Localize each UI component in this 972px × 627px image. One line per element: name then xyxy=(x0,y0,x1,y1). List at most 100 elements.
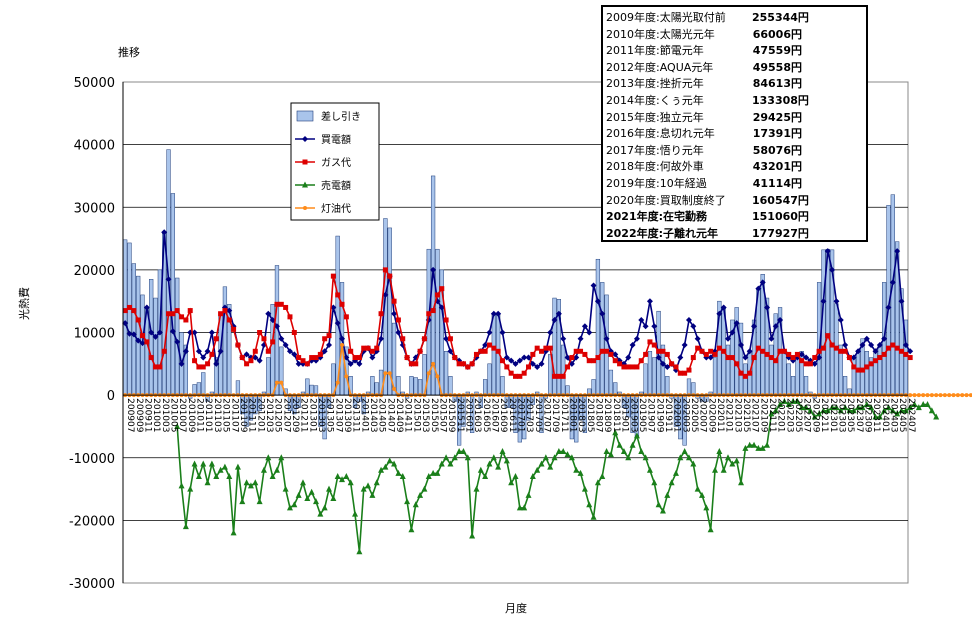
y-tick-label: 40000 xyxy=(74,139,115,154)
x-tick-label: 202005 xyxy=(689,398,699,432)
point xyxy=(686,367,692,373)
point xyxy=(630,364,636,370)
point xyxy=(343,473,350,480)
x-tick-label: 201209 xyxy=(290,398,300,433)
x-tick-label: 202007 xyxy=(698,398,708,432)
legend-label: 差し引き xyxy=(321,110,361,123)
point xyxy=(898,407,905,414)
x-tick-label: 201105 xyxy=(221,398,231,432)
x-tick-label: 202209 xyxy=(810,398,820,433)
point xyxy=(768,335,775,342)
point xyxy=(473,485,480,492)
point xyxy=(612,358,618,364)
point xyxy=(772,407,779,414)
point xyxy=(790,355,796,361)
point xyxy=(521,370,527,376)
point xyxy=(569,355,575,361)
point xyxy=(625,454,632,461)
point xyxy=(469,532,476,539)
x-tick-label: 202407 xyxy=(906,398,916,432)
point xyxy=(378,466,385,473)
point xyxy=(734,361,740,367)
point xyxy=(907,355,913,361)
point xyxy=(456,447,463,454)
point xyxy=(127,304,133,310)
x-tick-label: 201009 xyxy=(186,398,196,433)
point xyxy=(369,354,376,361)
x-tick-label: 201401 xyxy=(359,398,369,432)
summary-year: 2018年度:何故外車 xyxy=(606,160,704,174)
point xyxy=(226,473,233,480)
x-tick-label: 201407 xyxy=(385,398,395,432)
point xyxy=(759,444,766,451)
x-axis-label: 月度 xyxy=(505,602,527,615)
point xyxy=(677,454,684,461)
point xyxy=(447,348,454,355)
point xyxy=(321,504,328,511)
point xyxy=(877,355,883,361)
point xyxy=(755,285,762,292)
x-tick-label: 202103 xyxy=(732,398,742,432)
x-tick-label: 201005 xyxy=(169,398,179,432)
point xyxy=(447,336,453,342)
point xyxy=(725,355,731,361)
point xyxy=(855,404,862,411)
point xyxy=(209,351,215,357)
point xyxy=(399,473,406,480)
point xyxy=(265,454,272,461)
point xyxy=(803,361,809,367)
point xyxy=(551,454,558,461)
point xyxy=(751,323,758,330)
point xyxy=(555,310,562,317)
x-tick-label: 201201 xyxy=(255,398,265,432)
point xyxy=(599,310,606,317)
point xyxy=(863,401,870,408)
point xyxy=(542,454,549,461)
point xyxy=(590,513,597,520)
summary-amount: 177927円 xyxy=(752,226,809,240)
point xyxy=(421,336,427,342)
point xyxy=(685,454,692,461)
bar xyxy=(769,344,774,396)
point xyxy=(586,358,592,364)
point xyxy=(208,460,215,467)
point xyxy=(360,485,367,492)
x-tick-label: 201909 xyxy=(654,398,664,433)
point xyxy=(625,354,632,361)
point xyxy=(490,454,497,461)
point xyxy=(560,447,567,454)
bar xyxy=(131,263,136,396)
point xyxy=(669,361,675,367)
bar xyxy=(552,297,557,396)
point xyxy=(786,351,792,357)
point xyxy=(842,342,849,349)
y-tick-label: -20000 xyxy=(69,514,115,529)
point xyxy=(872,413,879,420)
point xyxy=(326,485,333,492)
point xyxy=(170,311,176,317)
point xyxy=(859,404,866,411)
point xyxy=(625,364,631,370)
point xyxy=(235,342,241,348)
point xyxy=(131,308,137,314)
point xyxy=(438,460,445,467)
point xyxy=(768,355,774,361)
y-tick-label: -30000 xyxy=(69,577,115,592)
point xyxy=(340,343,345,348)
point xyxy=(321,348,328,355)
point xyxy=(833,345,839,351)
point xyxy=(894,248,901,255)
point xyxy=(417,491,424,498)
point xyxy=(547,463,554,470)
point xyxy=(859,342,866,349)
point xyxy=(156,329,163,336)
point xyxy=(638,447,645,454)
point xyxy=(499,329,506,336)
point xyxy=(526,364,532,370)
point xyxy=(829,404,836,411)
point xyxy=(560,373,566,379)
point xyxy=(477,466,484,473)
bar xyxy=(443,351,449,396)
x-tick-label: 201603 xyxy=(472,398,482,432)
point xyxy=(130,331,137,338)
